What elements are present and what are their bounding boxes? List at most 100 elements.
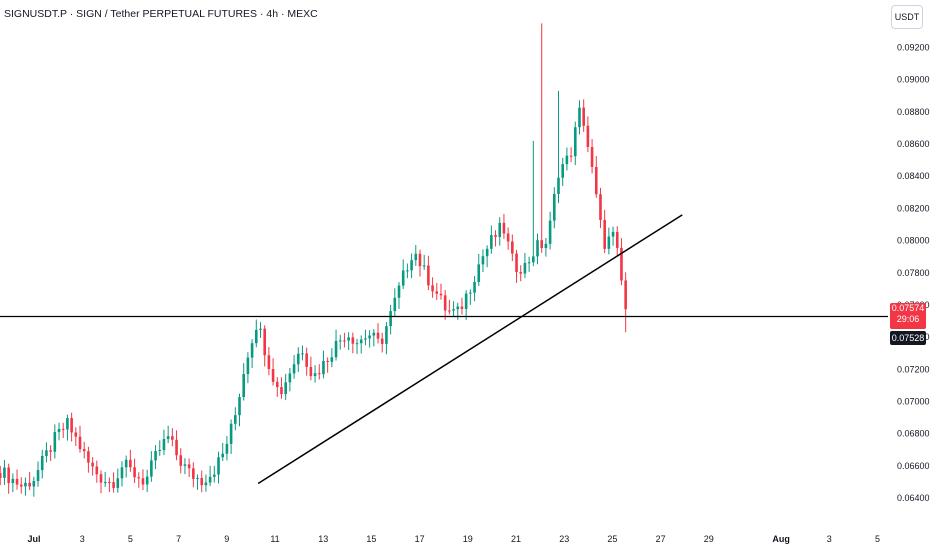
candle-body[interactable] bbox=[359, 339, 363, 344]
candle-body[interactable] bbox=[594, 166, 598, 195]
candle-body[interactable] bbox=[61, 428, 65, 430]
candle-body[interactable] bbox=[473, 282, 476, 293]
candle-body[interactable] bbox=[582, 107, 585, 126]
candle-body[interactable] bbox=[615, 231, 619, 248]
candle-body[interactable] bbox=[133, 467, 136, 478]
candle-body[interactable] bbox=[187, 464, 191, 469]
candle-body[interactable] bbox=[116, 478, 120, 488]
candle-body[interactable] bbox=[301, 353, 304, 355]
candle-body[interactable] bbox=[129, 459, 132, 468]
candle-body[interactable] bbox=[179, 455, 183, 466]
currency-selector[interactable]: USDT bbox=[891, 5, 923, 29]
candle-body[interactable] bbox=[456, 306, 460, 310]
candle-body[interactable] bbox=[11, 478, 15, 484]
candle-body[interactable] bbox=[548, 220, 552, 244]
candle-body[interactable] bbox=[389, 311, 392, 327]
candle-body[interactable] bbox=[24, 482, 27, 487]
candle-body[interactable] bbox=[242, 374, 246, 398]
candle-body[interactable] bbox=[82, 449, 86, 452]
candle-body[interactable] bbox=[150, 460, 153, 477]
candle-body[interactable] bbox=[296, 353, 300, 365]
candle-body[interactable] bbox=[183, 464, 187, 466]
candle-body[interactable] bbox=[540, 240, 544, 249]
candle-body[interactable] bbox=[3, 467, 6, 478]
candle-body[interactable] bbox=[498, 222, 502, 237]
candle-body[interactable] bbox=[271, 369, 275, 382]
candle-body[interactable] bbox=[49, 450, 52, 452]
candle-body[interactable] bbox=[145, 476, 149, 485]
candle-body[interactable] bbox=[351, 337, 355, 344]
candle-body[interactable] bbox=[490, 235, 493, 249]
candle-body[interactable] bbox=[275, 381, 279, 388]
candle-body[interactable] bbox=[443, 295, 447, 311]
candle-body[interactable] bbox=[108, 482, 111, 484]
candle-body[interactable] bbox=[532, 256, 535, 263]
candle-body[interactable] bbox=[95, 466, 99, 475]
candle-body[interactable] bbox=[112, 482, 115, 488]
candle-body[interactable] bbox=[36, 470, 40, 482]
candle-body[interactable] bbox=[53, 432, 57, 452]
candle-body[interactable] bbox=[213, 474, 216, 477]
candle-body[interactable] bbox=[74, 432, 78, 437]
candle-body[interactable] bbox=[326, 360, 329, 362]
candle-body[interactable] bbox=[573, 127, 577, 157]
candle-body[interactable] bbox=[254, 329, 258, 344]
candle-body[interactable] bbox=[599, 194, 602, 221]
candle-body[interactable] bbox=[544, 243, 548, 249]
candle-body[interactable] bbox=[158, 450, 162, 452]
candle-body[interactable] bbox=[305, 353, 308, 367]
candle-body[interactable] bbox=[175, 439, 178, 456]
candle-body[interactable] bbox=[166, 436, 170, 440]
candle-body[interactable] bbox=[372, 332, 376, 336]
candle-body[interactable] bbox=[103, 482, 107, 484]
candle-body[interactable] bbox=[569, 155, 573, 157]
candle-body[interactable] bbox=[469, 292, 472, 294]
candle-body[interactable] bbox=[578, 107, 581, 128]
candle-body[interactable] bbox=[250, 343, 254, 358]
candle-body[interactable] bbox=[15, 478, 19, 485]
candle-body[interactable] bbox=[196, 477, 199, 479]
candle-body[interactable] bbox=[431, 285, 434, 292]
candle-body[interactable] bbox=[263, 328, 266, 356]
candle-body[interactable] bbox=[435, 291, 439, 294]
candle-body[interactable] bbox=[45, 450, 48, 457]
candle-body[interactable] bbox=[397, 285, 401, 298]
candle-body[interactable] bbox=[28, 482, 31, 487]
candle-body[interactable] bbox=[154, 451, 157, 461]
candle-body[interactable] bbox=[292, 364, 296, 374]
candle-body[interactable] bbox=[338, 340, 342, 342]
candle-body[interactable] bbox=[91, 462, 94, 467]
candle-body[interactable] bbox=[347, 337, 350, 341]
candle-body[interactable] bbox=[87, 451, 90, 463]
candle-body[interactable] bbox=[19, 484, 23, 487]
candle-body[interactable] bbox=[380, 338, 384, 344]
candle-body[interactable] bbox=[137, 477, 141, 479]
candle-body[interactable] bbox=[124, 459, 128, 468]
candle-body[interactable] bbox=[171, 436, 174, 440]
candle-body[interactable] bbox=[288, 373, 292, 383]
candle-body[interactable] bbox=[603, 220, 606, 249]
candle-body[interactable] bbox=[519, 272, 523, 274]
candle-body[interactable] bbox=[511, 241, 514, 254]
candle-body[interactable] bbox=[238, 397, 241, 416]
candle-body[interactable] bbox=[368, 335, 371, 339]
candle-body[interactable] bbox=[401, 270, 405, 286]
candle-body[interactable] bbox=[565, 155, 569, 165]
candle-body[interactable] bbox=[477, 264, 481, 283]
candle-body[interactable] bbox=[448, 310, 451, 312]
candle-body[interactable] bbox=[208, 476, 212, 483]
candle-body[interactable] bbox=[330, 357, 334, 362]
candle-body[interactable] bbox=[586, 125, 590, 148]
candle-body[interactable] bbox=[246, 357, 250, 375]
candle-body[interactable] bbox=[452, 309, 455, 311]
candle-body[interactable] bbox=[200, 477, 204, 486]
candle-body[interactable] bbox=[427, 265, 430, 286]
candle-body[interactable] bbox=[32, 481, 36, 487]
candle-body[interactable] bbox=[70, 418, 73, 433]
candle-body[interactable] bbox=[162, 439, 166, 451]
candle-body[interactable] bbox=[557, 177, 560, 194]
candle-body[interactable] bbox=[406, 270, 409, 272]
candle-body[interactable] bbox=[217, 457, 220, 475]
candle-body[interactable] bbox=[259, 328, 262, 330]
